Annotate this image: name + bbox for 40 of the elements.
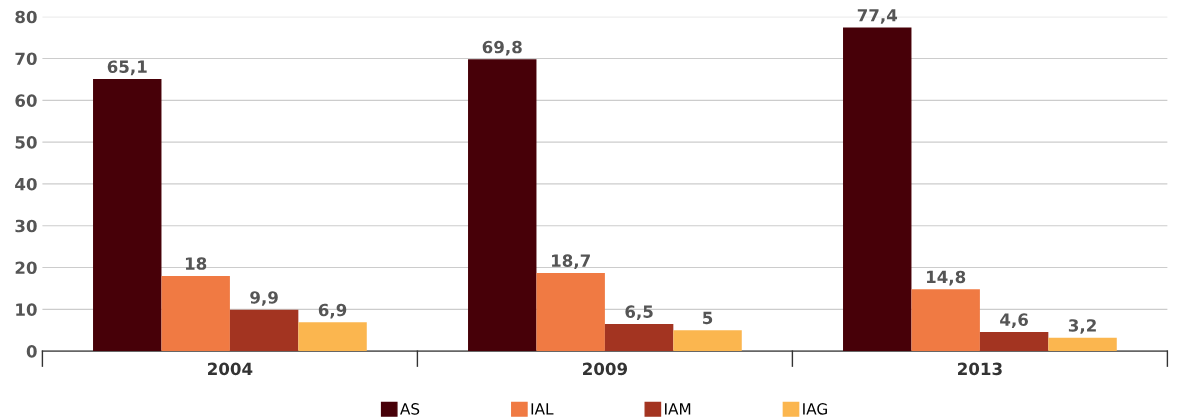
data-label: 77,4 <box>857 9 898 24</box>
bar <box>468 59 537 352</box>
data-label: 4,6 <box>1000 313 1028 329</box>
y-tick-label: 50 <box>15 136 37 149</box>
legend-label: IAM <box>665 403 691 415</box>
bar <box>229 309 299 352</box>
y-tick-label: 40 <box>15 177 37 191</box>
legend-label: AS <box>400 403 420 415</box>
data-label: 65,1 <box>107 60 147 76</box>
data-label: 18 <box>185 257 207 270</box>
bar <box>979 331 1049 352</box>
data-label: 5 <box>703 311 713 325</box>
bar <box>161 275 230 352</box>
data-label: 18,7 <box>552 254 590 270</box>
y-tick-label: 80 <box>15 10 37 24</box>
y-tick-label: 70 <box>15 52 37 66</box>
bar <box>1048 337 1117 352</box>
data-label: 6,5 <box>625 305 653 321</box>
bar <box>911 289 980 352</box>
bar <box>93 79 162 352</box>
bar <box>843 27 912 352</box>
data-label: 9,9 <box>250 291 278 306</box>
x-tick-label: 2009 <box>583 362 628 376</box>
y-tick-label: 10 <box>16 303 37 316</box>
legend-label: IAG <box>803 403 827 415</box>
x-tick-label: 2004 <box>208 362 253 376</box>
data-label: 6,9 <box>318 303 347 319</box>
data-label: 69,8 <box>482 40 522 56</box>
y-tick-label: 60 <box>15 94 37 107</box>
data-label: 3,2 <box>1068 319 1096 334</box>
bar <box>604 323 674 352</box>
y-tick-label: 20 <box>15 261 37 275</box>
data-label: 14,8 <box>927 270 966 286</box>
y-tick-label: 0 <box>26 345 37 358</box>
bar <box>673 330 742 352</box>
legend-label: IAL <box>531 403 554 415</box>
bar <box>298 322 367 352</box>
bar <box>536 272 605 352</box>
x-tick-label: 2013 <box>958 362 1002 376</box>
y-tick-label: 30 <box>15 219 37 233</box>
